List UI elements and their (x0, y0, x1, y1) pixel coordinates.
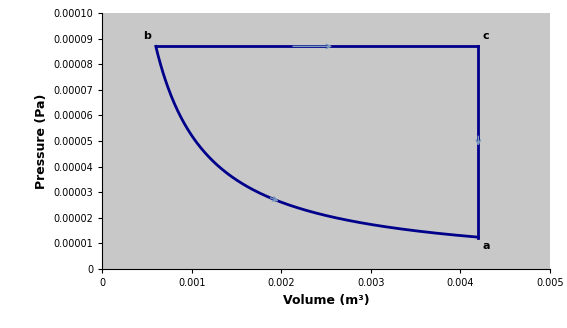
X-axis label: Volume (m³): Volume (m³) (283, 294, 369, 307)
Y-axis label: Pressure (Pa): Pressure (Pa) (35, 93, 48, 189)
Text: c: c (483, 31, 489, 41)
Text: b: b (143, 31, 151, 41)
Text: a: a (483, 241, 490, 251)
